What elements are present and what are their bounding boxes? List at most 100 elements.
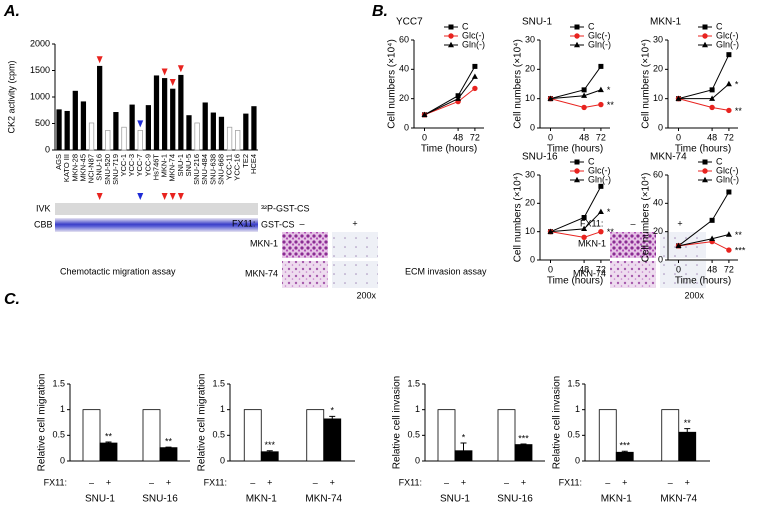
x-tick-label: 48 bbox=[707, 264, 717, 274]
legend-marker bbox=[702, 168, 708, 174]
legend-marker bbox=[702, 159, 708, 165]
legend-marker bbox=[702, 176, 708, 183]
bar bbox=[226, 126, 233, 151]
group-label: SNU-16 bbox=[142, 494, 178, 505]
y-tick-label: 20 bbox=[525, 64, 535, 74]
micrograph bbox=[332, 232, 378, 258]
bar bbox=[97, 65, 103, 151]
cell-line-label: MKN-74 bbox=[245, 268, 278, 278]
legend-label: Gln(-) bbox=[462, 39, 485, 49]
marker bbox=[726, 189, 732, 195]
bar bbox=[235, 130, 241, 151]
x-axis-label: Time (hours) bbox=[675, 144, 731, 155]
legend-marker bbox=[574, 159, 580, 165]
bar bbox=[161, 78, 168, 151]
bar bbox=[129, 104, 135, 151]
x-tick-label: 48 bbox=[453, 132, 463, 142]
significance: ** bbox=[105, 431, 113, 441]
bar bbox=[243, 409, 262, 462]
y-tick-label: 10 bbox=[653, 93, 663, 103]
y-tick-label: 1.5 bbox=[212, 378, 225, 388]
cell-line-label: MKN-1 bbox=[578, 238, 606, 248]
significance: ** bbox=[735, 106, 743, 116]
bar bbox=[72, 90, 78, 151]
x-tick-label: TE2 bbox=[241, 154, 250, 168]
marker bbox=[471, 73, 478, 79]
arrow-marker bbox=[96, 193, 103, 200]
condition-label: – bbox=[89, 477, 94, 487]
x-tick-label: 48 bbox=[579, 132, 589, 142]
y-tick-label: 20 bbox=[653, 64, 663, 74]
bar bbox=[243, 113, 249, 151]
x-axis-label: Time (hours) bbox=[547, 144, 603, 155]
bar bbox=[661, 409, 680, 462]
series-line bbox=[550, 98, 601, 108]
bar bbox=[514, 444, 533, 462]
y-tick-label: 500 bbox=[35, 118, 50, 128]
x-tick-label: 0 bbox=[676, 132, 681, 142]
bar bbox=[218, 116, 225, 151]
x-tick-label: YCC-16 bbox=[233, 154, 242, 181]
marker bbox=[709, 95, 716, 101]
condition-label: + bbox=[106, 477, 111, 487]
bar bbox=[105, 130, 111, 151]
bar bbox=[251, 106, 257, 151]
series-line bbox=[678, 98, 729, 111]
condition-label: – bbox=[250, 477, 255, 487]
marker bbox=[726, 52, 732, 58]
y-tick-label: 30 bbox=[525, 169, 535, 179]
bar bbox=[88, 122, 95, 151]
x-tick-label: 48 bbox=[707, 132, 717, 142]
legend-marker bbox=[574, 41, 580, 48]
series-line bbox=[550, 231, 602, 238]
legend-label: Glc(-) bbox=[716, 30, 739, 40]
x-tick-label: SNU-16 bbox=[95, 154, 104, 181]
x-tick-label: MKN-45 bbox=[78, 154, 87, 182]
x-axis-label: Time (hours) bbox=[421, 144, 477, 155]
legend-marker bbox=[574, 24, 580, 30]
condition-label: – bbox=[668, 477, 673, 487]
bar bbox=[64, 110, 70, 151]
bar bbox=[194, 122, 200, 151]
y-axis-label: Cell numbers (×10⁴) bbox=[641, 39, 652, 129]
y-axis-label: Relative cell invasion bbox=[552, 376, 563, 469]
x-tick-label: 0 bbox=[676, 264, 681, 274]
series-line bbox=[424, 66, 476, 116]
legend-label: C bbox=[588, 156, 595, 166]
marker bbox=[709, 217, 715, 223]
marker bbox=[581, 215, 587, 220]
y-tick-label: 1 bbox=[415, 404, 420, 414]
series-line bbox=[550, 89, 602, 100]
y-tick-label: 1 bbox=[575, 404, 580, 414]
series-line bbox=[550, 66, 602, 100]
condition-label: – bbox=[313, 477, 318, 487]
y-tick-label: 1500 bbox=[30, 65, 50, 75]
x-tick-label: SNU-520 bbox=[103, 154, 112, 185]
y-tick-label: 10 bbox=[525, 93, 535, 103]
chart-title: MKN-74 bbox=[650, 152, 687, 163]
condition-label: + bbox=[622, 477, 627, 487]
x-tick-label: YCC-1 bbox=[119, 154, 128, 177]
condition-label: + bbox=[267, 477, 272, 487]
bar bbox=[82, 409, 101, 462]
marker bbox=[675, 242, 682, 249]
x-tick-label: SNU-668 bbox=[216, 154, 225, 185]
condition-label: + bbox=[330, 477, 335, 487]
legend-marker bbox=[574, 33, 580, 39]
marker bbox=[581, 92, 588, 98]
arrow-marker bbox=[177, 193, 184, 200]
error-bar bbox=[621, 450, 628, 454]
x-tick-label: SNU-1 bbox=[176, 154, 185, 177]
error-bar bbox=[329, 415, 336, 422]
x-tick-label: 72 bbox=[596, 264, 606, 274]
group-label: MKN-1 bbox=[601, 494, 633, 505]
condition-label: – bbox=[504, 477, 509, 487]
y-tick-label: 60 bbox=[399, 34, 409, 44]
legend-label: C bbox=[716, 21, 723, 31]
significance: *** bbox=[619, 441, 630, 451]
legend-label: C bbox=[716, 156, 723, 166]
marker bbox=[598, 183, 604, 189]
significance: * bbox=[607, 207, 611, 217]
significance: ** bbox=[607, 227, 615, 237]
y-tick-label: 0 bbox=[530, 254, 535, 264]
